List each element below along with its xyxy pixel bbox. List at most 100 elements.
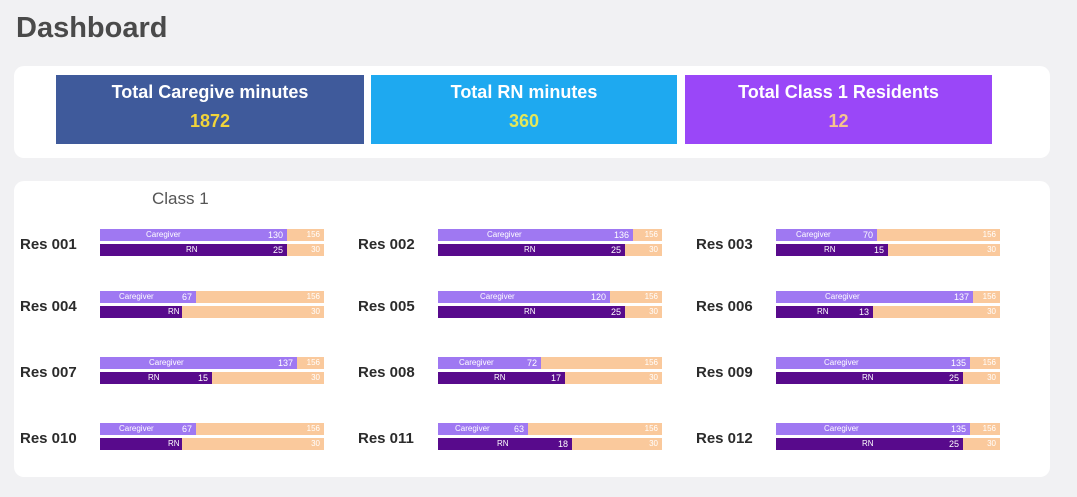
rn-bar-label: RN bbox=[524, 307, 536, 316]
resident-label: Res 004 bbox=[20, 298, 77, 315]
resident-label: Res 010 bbox=[20, 430, 77, 447]
rn-bar bbox=[776, 306, 873, 318]
caregiver-max-label: 156 bbox=[644, 424, 658, 433]
caregiver-value-label: 130 bbox=[267, 230, 283, 240]
rn-value-label: 17 bbox=[550, 373, 561, 383]
rn-bar-label: RN bbox=[494, 373, 506, 382]
rn-max-label: 30 bbox=[311, 245, 320, 254]
caregiver-bar-track: Caregiver 67 156 bbox=[100, 291, 324, 303]
caregiver-bar-track: Caregiver 137 156 bbox=[776, 291, 1000, 303]
caregiver-bar-label: Caregiver bbox=[146, 230, 181, 239]
resident-label: Res 005 bbox=[358, 298, 415, 315]
rn-value-label: 25 bbox=[948, 439, 959, 449]
kpi-card-caregive-minutes: Total Caregive minutes 1872 bbox=[56, 75, 364, 144]
caregiver-max-label: 156 bbox=[644, 230, 658, 239]
caregiver-bar-label: Caregiver bbox=[487, 230, 522, 239]
page-title: Dashboard bbox=[16, 12, 168, 44]
rn-value-label: 18 bbox=[557, 439, 568, 449]
kpi-label: Total Class 1 Residents bbox=[738, 82, 939, 102]
resident-group: Res 009 Caregiver 135 156 RN 25 30 bbox=[696, 355, 1006, 395]
caregiver-max-label: 156 bbox=[306, 424, 320, 433]
rn-bar bbox=[438, 244, 625, 256]
kpi-panel: Total Caregive minutes 1872 Total RN min… bbox=[14, 66, 1050, 158]
rn-value-label: 25 bbox=[610, 245, 621, 255]
rn-bar-label: RN bbox=[148, 373, 160, 382]
resident-label: Res 008 bbox=[358, 364, 415, 381]
caregiver-bar-track: Caregiver 135 156 bbox=[776, 423, 1000, 435]
rn-bar-label: RN bbox=[497, 439, 509, 448]
caregiver-bar-track: Caregiver 135 156 bbox=[776, 357, 1000, 369]
resident-group: Res 002 Caregiver 136 156 RN 25 30 bbox=[358, 227, 668, 267]
rn-bar-label: RN bbox=[817, 307, 829, 316]
rn-bar-track: RN 13 30 bbox=[776, 306, 1000, 318]
rn-bar-label: RN bbox=[824, 245, 836, 254]
caregiver-bar bbox=[100, 423, 196, 435]
caregiver-bar bbox=[100, 229, 287, 241]
caregiver-bar bbox=[438, 423, 528, 435]
kpi-label: Total Caregive minutes bbox=[111, 82, 309, 102]
rn-value-label: 25 bbox=[610, 307, 621, 317]
caregiver-bar bbox=[438, 291, 610, 303]
caregiver-max-label: 156 bbox=[306, 230, 320, 239]
caregiver-bar-label: Caregiver bbox=[824, 424, 859, 433]
rn-bar-track: RN 30 bbox=[100, 438, 324, 450]
caregiver-bar-label: Caregiver bbox=[119, 424, 154, 433]
caregiver-bar bbox=[776, 423, 970, 435]
caregiver-value-label: 72 bbox=[526, 358, 537, 368]
caregiver-value-label: 67 bbox=[181, 424, 192, 434]
rn-value-label: 13 bbox=[858, 307, 869, 317]
rn-bar-track: RN 17 30 bbox=[438, 372, 662, 384]
rn-bar-track: RN 25 30 bbox=[100, 244, 324, 256]
resident-label: Res 009 bbox=[696, 364, 753, 381]
rn-bar bbox=[100, 306, 182, 318]
caregiver-bar-track: Caregiver 63 156 bbox=[438, 423, 662, 435]
kpi-value: 1872 bbox=[189, 111, 231, 131]
rn-max-label: 30 bbox=[987, 373, 996, 382]
rn-bar-label: RN bbox=[186, 245, 198, 254]
rn-bar-track: RN 15 30 bbox=[776, 244, 1000, 256]
rn-bar-label: RN bbox=[524, 245, 536, 254]
resident-label: Res 006 bbox=[696, 298, 753, 315]
resident-label: Res 012 bbox=[696, 430, 753, 447]
caregiver-bar-label: Caregiver bbox=[119, 292, 154, 301]
rn-max-label: 30 bbox=[987, 307, 996, 316]
caregiver-bar bbox=[776, 357, 970, 369]
rn-bar-track: RN 18 30 bbox=[438, 438, 662, 450]
caregiver-bar-track: Caregiver 137 156 bbox=[100, 357, 324, 369]
caregiver-bar-track: Caregiver 136 156 bbox=[438, 229, 662, 241]
caregiver-bar-label: Caregiver bbox=[796, 230, 831, 239]
caregiver-max-label: 156 bbox=[306, 292, 320, 301]
resident-group: Res 003 Caregiver 70 156 RN 15 30 bbox=[696, 227, 1006, 267]
rn-value-label: 25 bbox=[272, 245, 283, 255]
resident-group: Res 004 Caregiver 67 156 RN 30 bbox=[20, 289, 330, 329]
caregiver-max-label: 156 bbox=[644, 358, 658, 367]
rn-bar-label: RN bbox=[862, 439, 874, 448]
rn-bar-track: RN 25 30 bbox=[776, 372, 1000, 384]
caregiver-max-label: 156 bbox=[306, 358, 320, 367]
rn-bar bbox=[776, 372, 963, 384]
caregiver-bar bbox=[100, 291, 196, 303]
caregiver-value-label: 120 bbox=[590, 292, 606, 302]
rn-bar bbox=[100, 438, 182, 450]
rn-value-label: 25 bbox=[948, 373, 959, 383]
caregiver-max-label: 156 bbox=[982, 230, 996, 239]
rn-max-label: 30 bbox=[649, 245, 658, 254]
rn-bar-track: RN 15 30 bbox=[100, 372, 324, 384]
resident-group: Res 006 Caregiver 137 156 RN 13 30 bbox=[696, 289, 1006, 329]
rn-bar-track: RN 25 30 bbox=[438, 306, 662, 318]
rn-bar bbox=[776, 438, 963, 450]
rn-max-label: 30 bbox=[311, 307, 320, 316]
kpi-value: 360 bbox=[508, 111, 540, 131]
rn-max-label: 30 bbox=[649, 439, 658, 448]
caregiver-bar-track: Caregiver 130 156 bbox=[100, 229, 324, 241]
caregiver-bar-label: Caregiver bbox=[459, 358, 494, 367]
rn-value-label: 15 bbox=[873, 245, 884, 255]
resident-group: Res 012 Caregiver 135 156 RN 25 30 bbox=[696, 421, 1006, 461]
rn-bar bbox=[438, 372, 565, 384]
rn-max-label: 30 bbox=[649, 373, 658, 382]
resident-group: Res 010 Caregiver 67 156 RN 30 bbox=[20, 421, 330, 461]
caregiver-value-label: 63 bbox=[513, 424, 524, 434]
rn-bar bbox=[438, 438, 572, 450]
resident-group: Res 007 Caregiver 137 156 RN 15 30 bbox=[20, 355, 330, 395]
kpi-label: Total RN minutes bbox=[450, 82, 598, 102]
